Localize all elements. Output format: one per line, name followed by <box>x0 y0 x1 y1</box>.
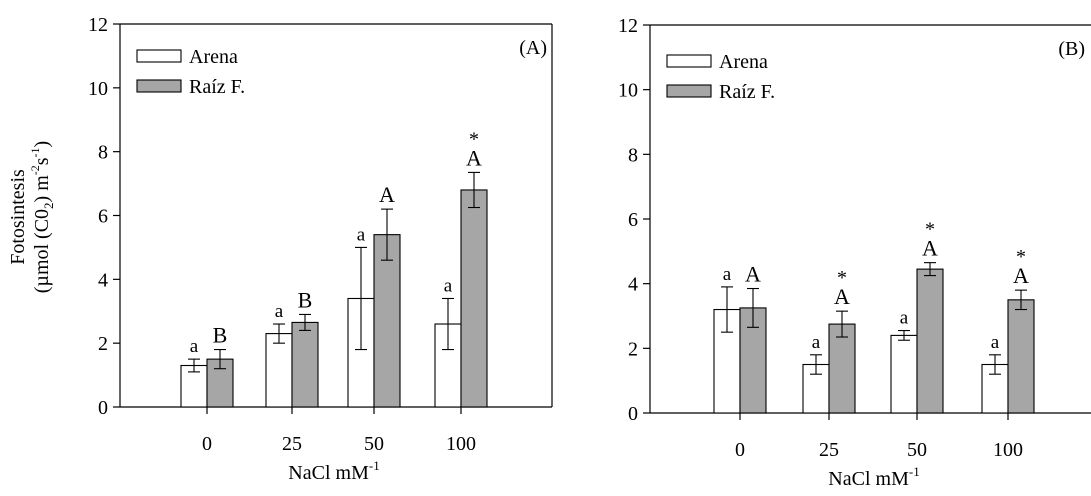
significance-letter: a <box>190 336 199 357</box>
bar <box>266 334 292 407</box>
x-tick-label: 25 <box>282 433 302 455</box>
bar <box>917 269 943 413</box>
legend-swatch <box>137 80 181 92</box>
significance-star: * <box>925 219 935 241</box>
y-tick-label: 10 <box>88 78 108 100</box>
significance-star: * <box>469 128 479 150</box>
y-tick-label: 2 <box>628 338 638 360</box>
y-axis-title-line1: Fotosintesis <box>7 169 29 265</box>
legend-label: Arena <box>719 51 768 73</box>
x-axis-title: NaCl mM-1 <box>288 458 379 484</box>
significance-letter: a <box>991 332 1000 353</box>
y-tick-label: 12 <box>88 14 108 36</box>
y-axis-title-line2: (µmol (C02) m-2s-1) <box>28 141 56 293</box>
x-tick-label: 0 <box>735 439 745 461</box>
panel-label: (A) <box>519 37 547 59</box>
y-tick-label: 4 <box>628 274 638 296</box>
significance-letter: a <box>444 275 453 296</box>
significance-letter: A <box>745 262 761 287</box>
bar <box>891 335 917 413</box>
significance-letter: A <box>379 182 395 207</box>
y-axis-title: Fotosintesis (µmol (C02) m-2s-1) <box>7 141 56 293</box>
significance-letter: a <box>357 224 366 245</box>
x-tick-label: 100 <box>993 439 1023 461</box>
significance-letter: a <box>275 301 284 322</box>
y-tick-label: 8 <box>628 144 638 166</box>
bar <box>1008 300 1034 413</box>
legend-label: Arena <box>189 46 238 68</box>
legend-swatch <box>667 85 711 97</box>
y-tick-label: 2 <box>98 333 108 355</box>
x-tick-label: 25 <box>819 439 839 461</box>
significance-letter: B <box>213 323 228 348</box>
y-tick-label: 10 <box>618 80 638 102</box>
panel-label: (B) <box>1058 38 1085 60</box>
bar <box>461 190 487 407</box>
y-tick-label: 0 <box>98 397 108 419</box>
significance-letter: a <box>812 332 821 353</box>
significance-letter: a <box>900 308 909 329</box>
significance-star: * <box>1016 246 1026 268</box>
y-tick-label: 8 <box>98 142 108 164</box>
significance-letter: B <box>298 287 313 312</box>
y-tick-label: 6 <box>628 209 638 231</box>
legend-swatch <box>137 50 181 62</box>
y-tick-label: 12 <box>618 15 638 37</box>
legend-label: Raíz F. <box>189 76 245 98</box>
x-tick-label: 100 <box>446 433 476 455</box>
x-tick-label: 50 <box>364 433 384 455</box>
y-tick-label: 4 <box>98 269 108 291</box>
y-tick-label: 0 <box>628 403 638 425</box>
legend-swatch <box>667 55 711 67</box>
bar <box>292 322 318 407</box>
significance-star: * <box>837 267 847 289</box>
x-axis-title: NaCl mM-1 <box>828 464 919 490</box>
legend-label: Raíz F. <box>719 81 775 103</box>
x-tick-label: 0 <box>202 433 212 455</box>
y-tick-label: 6 <box>98 206 108 228</box>
x-tick-label: 50 <box>907 439 927 461</box>
significance-letter: a <box>723 264 732 285</box>
